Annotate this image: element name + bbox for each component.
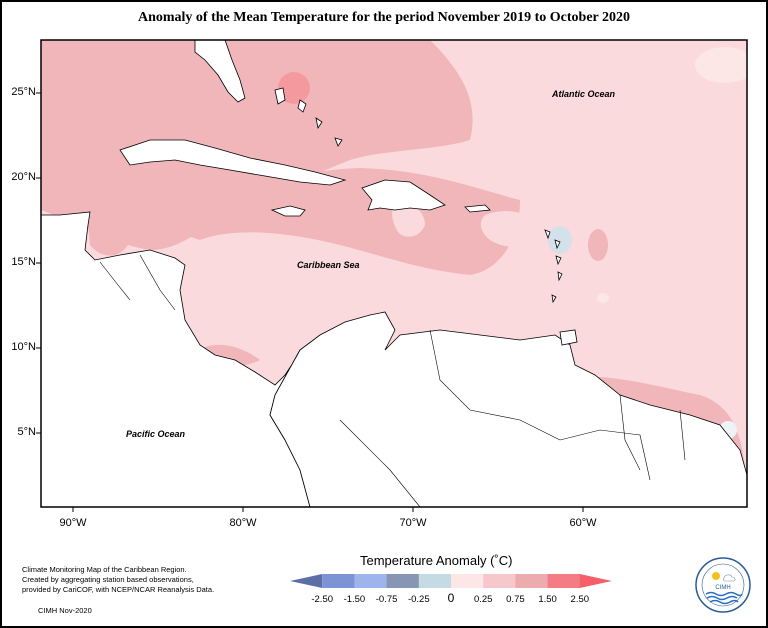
label-caribbean-sea: Caribbean Sea bbox=[297, 260, 360, 270]
credit-line-1: Climate Monitoring Map of the Caribbean … bbox=[22, 565, 187, 574]
legend-swatch bbox=[290, 574, 323, 588]
lat-tick-15n: 15°N bbox=[11, 256, 36, 268]
lon-tick-60w: 60°W bbox=[569, 517, 597, 529]
land-masses bbox=[41, 40, 747, 507]
land-trinidad bbox=[559, 329, 578, 346]
legend-tick-label: -2.50 bbox=[311, 594, 334, 605]
legend-swatch bbox=[579, 574, 612, 588]
lon-tick-90w: 90°W bbox=[59, 517, 87, 529]
label-pacific-ocean: Pacific Ocean bbox=[126, 429, 186, 439]
legend-tick-label: 2.50 bbox=[570, 594, 590, 605]
credit-date: CIMH Nov-2020 bbox=[38, 606, 92, 615]
map-title: Anomaly of the Mean Temperature for the … bbox=[137, 10, 630, 25]
anomaly-light-small bbox=[597, 293, 609, 303]
legend-title: Temperature Anomaly (˚C) bbox=[360, 553, 513, 568]
anomaly-region-gulf bbox=[176, 168, 520, 275]
anomaly-field bbox=[41, 40, 747, 507]
legend-tick-label: 1.50 bbox=[538, 594, 557, 605]
anomaly-region-hispaniola-light bbox=[392, 203, 425, 237]
anomaly-coolspot-antilles bbox=[548, 226, 572, 254]
country-borders bbox=[99, 254, 686, 507]
legend-tick-label: 0 bbox=[447, 591, 455, 605]
anomaly-region-leeward-light bbox=[480, 211, 545, 247]
land-bahamas-1 bbox=[274, 87, 286, 105]
land-hispaniola bbox=[361, 179, 446, 211]
legend-swatch bbox=[451, 574, 484, 588]
legend-tick-label: 0.25 bbox=[473, 594, 493, 605]
anomaly-hotspot-bahamas bbox=[278, 72, 310, 104]
anomaly-region-north bbox=[41, 40, 473, 250]
lon-tick-70w: 70°W bbox=[399, 517, 427, 529]
credit-line-2: Created by aggregating station based obs… bbox=[22, 575, 194, 584]
anomaly-region-yucatan bbox=[88, 218, 128, 256]
land-puerto-rico bbox=[464, 204, 491, 213]
lat-tick-10n: 10°N bbox=[11, 341, 36, 353]
legend-swatch bbox=[386, 574, 420, 588]
legend-swatch bbox=[515, 574, 549, 588]
lon-tick-80w: 80°W bbox=[229, 517, 257, 529]
land-antilles-5 bbox=[551, 294, 557, 304]
legend-swatch bbox=[418, 574, 452, 588]
anomaly-light-atlantic bbox=[695, 47, 747, 83]
cimh-logo-text: CIMH bbox=[715, 585, 730, 591]
legend-swatch bbox=[322, 574, 355, 588]
land-antilles-2 bbox=[554, 239, 561, 250]
land-south-america bbox=[269, 311, 747, 507]
legend-swatch bbox=[354, 574, 388, 588]
land-antilles-1 bbox=[544, 229, 551, 240]
lat-tick-5n: 5°N bbox=[17, 426, 36, 438]
lat-tick-25n: 25°N bbox=[11, 86, 36, 98]
land-bahamas-4 bbox=[334, 137, 343, 147]
legend-swatch bbox=[483, 574, 516, 588]
anomaly-region-east-patch bbox=[588, 229, 608, 261]
land-bahamas-2 bbox=[297, 99, 307, 113]
map-border bbox=[40, 39, 748, 508]
legend-swatch bbox=[547, 574, 581, 588]
land-cuba bbox=[119, 139, 347, 186]
legend-tick-label: 0.75 bbox=[506, 594, 525, 605]
legend-tick-label: -1.50 bbox=[343, 594, 366, 605]
credit-line-3: provided by CariCOF, with NCEP/NCAR Rean… bbox=[22, 585, 215, 594]
land-antilles-3 bbox=[555, 255, 562, 266]
legend-tick-label: -0.25 bbox=[407, 594, 430, 605]
label-atlantic-ocean: Atlantic Ocean bbox=[551, 89, 616, 99]
land-antilles-4 bbox=[557, 271, 563, 282]
legend-tick-label: -0.75 bbox=[375, 594, 398, 605]
land-florida bbox=[194, 40, 246, 103]
lat-tick-20n: 20°N bbox=[11, 171, 36, 183]
land-bahamas-3 bbox=[315, 117, 323, 130]
axis-ticks bbox=[36, 92, 584, 512]
cimh-logo: CIMH bbox=[695, 557, 751, 613]
land-jamaica bbox=[270, 205, 306, 217]
